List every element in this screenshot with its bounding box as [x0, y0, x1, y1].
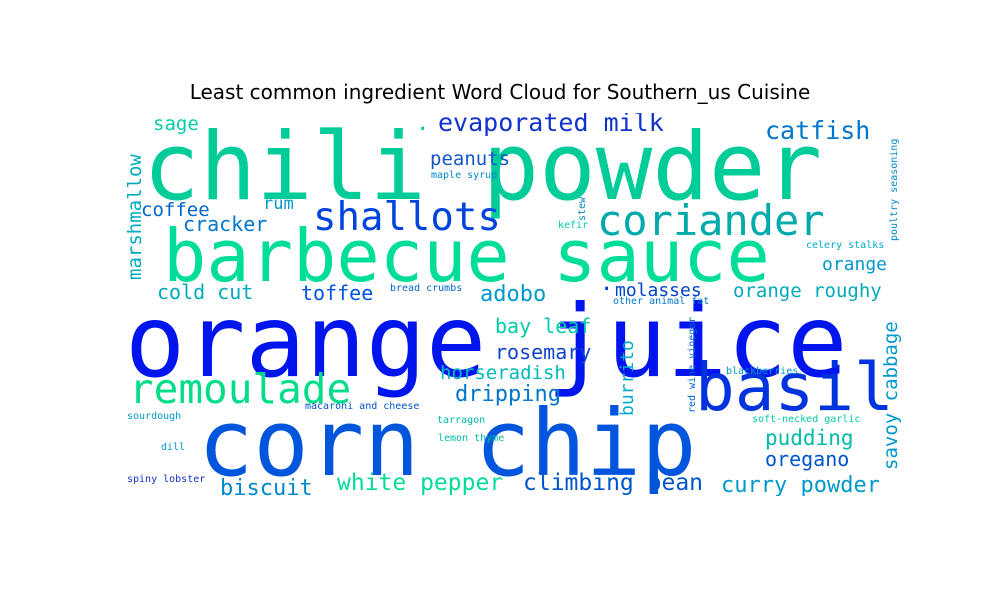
word-maple-syrup: maple syrup [431, 170, 497, 181]
chart-title: Least common ingredient Word Cloud for S… [189, 80, 811, 104]
word-bay-leaf: bay leaf [495, 314, 591, 338]
word-white-pepper: white pepper [337, 470, 503, 496]
word-remoulade: remoulade [129, 365, 351, 413]
word-curry-powder: curry powder [721, 473, 880, 496]
word-rosemary: rosemary [495, 340, 591, 364]
word-dripping: dripping [455, 382, 561, 407]
word-dill: dill [161, 442, 185, 453]
word-horseradish: horseradish [440, 362, 566, 384]
word-coffee: coffee [141, 199, 210, 221]
word-sage: sage [153, 113, 199, 135]
word-tarragon: tarragon [437, 415, 485, 426]
word-lemon-thyme: lemon thyme [438, 433, 504, 444]
word-cloud: orange juice chili powder corn chip barbecu… [125, 113, 901, 496]
word-orange-roughy: orange roughy [733, 280, 882, 302]
word-celery-stalks: celery stalks [806, 240, 884, 251]
word-soft-necked-garlic: soft-necked garlic [752, 414, 860, 425]
word-barbecue-sauce: barbecue sauce [163, 214, 770, 298]
word-blackberries: blackberries [726, 366, 798, 377]
word-other-animal-fat: other animal fat [613, 296, 709, 307]
word-pudding: pudding [765, 426, 854, 450]
word-toffee: toffee [301, 281, 373, 305]
word-coriander: coriander [597, 196, 825, 245]
word-sourdough: sourdough [127, 411, 181, 422]
word-cloud-svg: orange juice chili powder corn chip barbecu… [125, 113, 901, 496]
word-corn-chip: corn chip [198, 390, 697, 496]
word-cold-cut: cold cut [157, 280, 253, 304]
word-orange: orange [822, 254, 887, 275]
word-marshmallow: marshmallow [125, 154, 146, 280]
word-evaporated-milk: evaporated milk [438, 113, 664, 137]
word-adobo: adobo [480, 282, 546, 307]
word-kefir: kefir [558, 220, 588, 231]
word-red-wine-vinegar: red wine vinegar [687, 317, 698, 413]
word-catfish: catfish [765, 116, 870, 145]
word-climbing-bean: climbing bean [523, 470, 703, 496]
word-dot: . [600, 271, 613, 296]
word-savoy-cabbage: savoy cabbage [880, 321, 901, 470]
word-chili-powder: chili powder [143, 113, 822, 222]
word-spiny-lobster: spiny lobster [127, 474, 205, 485]
word-stew: stew [577, 196, 588, 221]
word-burrito: burrito [617, 340, 638, 416]
word-rum: rum [263, 194, 294, 214]
word-poultry-seasoning: poultry seasoning [889, 139, 900, 241]
word-peanuts: peanuts [430, 148, 510, 170]
word-biscuit: biscuit [220, 476, 313, 496]
word-orange-juice: orange juice [125, 283, 847, 400]
word-molasses: molasses [615, 280, 702, 301]
word-macaroni-and-cheese: macaroni and cheese [305, 401, 419, 412]
word-shallots: shallots [313, 195, 501, 240]
word-basil: basil [695, 349, 894, 426]
word-dot: . [416, 113, 429, 136]
word-oregano: oregano [765, 447, 849, 471]
word-bread-crumbs: bread crumbs [390, 283, 462, 294]
word-cracker: cracker [183, 212, 267, 236]
